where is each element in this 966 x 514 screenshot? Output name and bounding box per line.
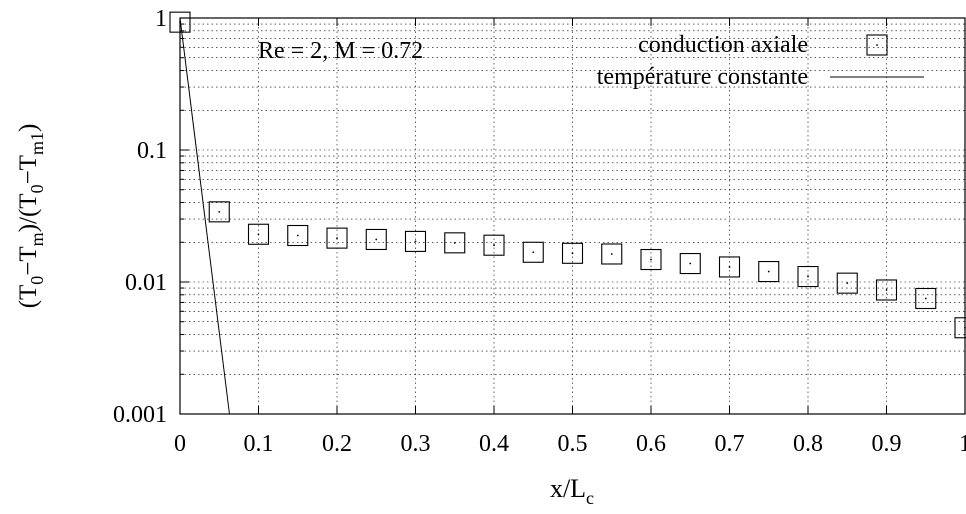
data-point-conduction-axiale [365,228,387,251]
data-point-conduction-axiale [875,279,898,301]
data-point-conduction-axiale [679,252,701,275]
x-tick-label: 0.2 [322,431,352,457]
data-point-conduction-axiale [797,265,819,288]
data-point-conduction-axiale [915,287,937,310]
data-point-conduction-axiale [208,201,230,223]
x-tick-label: 1 [959,431,966,457]
x-tick-label: 0.3 [401,431,431,457]
legend: conduction axiale température constante [597,32,924,90]
data-point-conduction-axiale [836,272,858,294]
y-tick-labels: 0.001 0.01 0.1 1 [113,6,167,428]
x-tick-label: 0.1 [244,431,274,457]
data-point-conduction-axiale [247,223,270,245]
annotation-text: Re = 2, M = 0.72 [258,38,423,64]
plot-frame [179,17,966,415]
data-point-conduction-axiale [718,256,741,278]
data-point-conduction-axiale [404,230,427,252]
x-tick-label: 0.6 [636,431,666,457]
y-tick-label: 0.01 [125,270,167,296]
x-tick-label: 0.9 [872,431,902,457]
data-point-conduction-axiale [483,234,505,256]
data-series [169,11,966,415]
x-tick-label: 0.8 [793,431,823,457]
legend-marker-group [866,34,888,56]
x-tick-label: 0 [174,431,186,457]
legend-marker-conduction-axiale [866,34,888,56]
x-tick-labels: 0 0.1 0.2 0.3 0.4 0.5 0.6 0.7 0.8 0.9 1 [174,431,966,457]
x-tick-label: 0.5 [558,431,588,457]
y-tick-label: 0.001 [113,402,167,428]
data-point-conduction-axiale [522,241,544,263]
data-point-conduction-axiale [640,248,662,271]
x-tick-label: 0.7 [715,431,745,457]
y-tick-label: 0.1 [137,138,167,164]
x-tick-label: 0.4 [479,431,509,457]
series-line-temperature-constante [179,17,230,415]
data-point-conduction-axiale [326,227,348,249]
y-axis-label: (T0−Tm)/(T0−Tm1) [15,124,47,309]
legend-label-conduction-axiale: conduction axiale [638,32,808,58]
data-point-conduction-axiale [758,260,780,283]
data-point-conduction-axiale [601,243,623,265]
data-point-conduction-axiale [561,242,584,264]
data-point-conduction-axiale [287,224,309,247]
data-point-conduction-axiale [444,232,466,254]
y-tick-label: 1 [155,6,167,32]
legend-label-temperature-constante: température constante [597,64,808,90]
x-axis-label: x/Lc [550,474,594,508]
